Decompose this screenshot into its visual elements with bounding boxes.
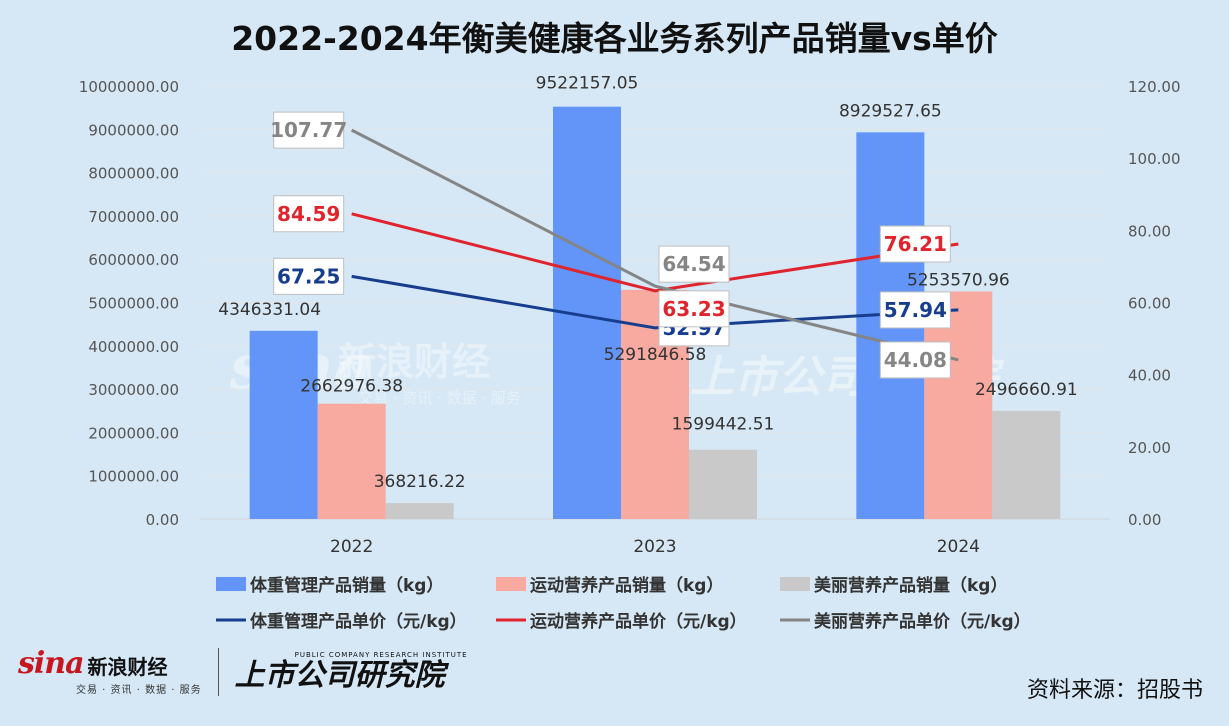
price-label-box [879, 341, 951, 379]
left-axis-tick-label: 8000000.00 [88, 165, 179, 183]
watermark-sina-cn: 新浪财经 [338, 340, 490, 384]
bar [924, 291, 993, 519]
price-label-box [273, 257, 345, 295]
bar [689, 449, 757, 519]
price-data-label: 76.21 [884, 232, 947, 256]
price-data-label: 44.08 [884, 348, 947, 372]
legend-bar-swatch [496, 577, 526, 591]
price-data-label: 84.59 [277, 202, 340, 226]
left-axis-tick-label: 0.00 [146, 511, 179, 529]
right-axis-tick-label: 80.00 [1128, 222, 1171, 240]
sina-wordmark: sina [18, 645, 85, 681]
chart-title: 2022-2024年衡美健康各业务系列产品销量vs单价 [231, 19, 998, 58]
x-axis-category-label: 2022 [330, 537, 373, 557]
bar [992, 410, 1061, 519]
left-axis-tick-label: 1000000.00 [88, 468, 179, 486]
price-data-label: 67.25 [277, 264, 340, 288]
price-data-label: 107.77 [270, 118, 347, 142]
price-label-box [273, 195, 345, 233]
right-axis-tick-label: 60.00 [1128, 295, 1171, 313]
left-axis-tick-label: 4000000.00 [88, 338, 179, 356]
source-note: 资料来源：招股书 [1026, 678, 1203, 703]
left-axis-tick-label: 5000000.00 [88, 295, 179, 313]
bar-data-label: 9522157.05 [536, 74, 639, 94]
price-line [351, 274, 959, 330]
legend-line-label: 运动营养产品单价（元/kg） [530, 611, 747, 632]
price-label-box [879, 225, 951, 263]
right-axis-tick-label: 40.00 [1128, 367, 1171, 385]
x-axis-category-label: 2023 [633, 537, 676, 557]
bar [385, 503, 454, 519]
right-axis-tick-label: 100.00 [1128, 150, 1181, 168]
price-data-label: 57.94 [884, 298, 947, 322]
legend-line-label: 美丽营养产品单价（元/kg） [814, 611, 1031, 632]
right-axis-tick-label: 20.00 [1128, 439, 1171, 457]
legend-bar-label: 美丽营养产品销量（kg） [814, 575, 1007, 596]
bar-data-label: 1599442.51 [672, 415, 775, 435]
sina-cn-name: 新浪财经 [87, 654, 168, 679]
legend-bar-label: 体重管理产品销量（kg） [250, 575, 443, 596]
legend-line-label: 体重管理产品单价（元/kg） [250, 611, 467, 632]
left-axis-tick-label: 6000000.00 [88, 251, 179, 269]
bar-data-label: 5253570.96 [907, 271, 1010, 291]
right-axis-tick-label: 0.00 [1128, 511, 1161, 529]
legend-bar-swatch [780, 577, 810, 591]
left-axis-tick-label: 9000000.00 [88, 121, 179, 139]
bar-data-label: 8929527.65 [839, 101, 942, 121]
institute-en-name: PUBLIC COMPANY RESEARCH INSTITUTE [294, 651, 468, 659]
right-axis-tick-label: 120.00 [1128, 78, 1181, 96]
footer-branding: sina 新浪财经 交易 · 资讯 · 数据 · 服务 PUBLIC COMPA… [18, 648, 468, 696]
price-label-box [658, 290, 730, 328]
price-data-label: 63.23 [662, 297, 725, 321]
watermark-tagline: 交易 · 资讯 · 数据 · 服务 [358, 389, 521, 407]
bar-data-label: 4346331.04 [218, 300, 321, 320]
left-axis-tick-label: 10000000.00 [79, 78, 179, 96]
bar-data-label: 2496660.91 [975, 380, 1078, 400]
left-axis-tick-label: 3000000.00 [88, 381, 179, 399]
x-axis-category-label: 2024 [937, 537, 980, 557]
left-axis-tick-label: 2000000.00 [88, 424, 179, 442]
price-line [351, 212, 959, 293]
legend-bar-swatch [216, 577, 246, 591]
institute-logo: PUBLIC COMPANY RESEARCH INSTITUTE 上市公司研究… [235, 651, 468, 693]
price-line [350, 128, 959, 362]
legend-bar-label: 运动营养产品销量（kg） [530, 575, 723, 596]
sina-logo: sina 新浪财经 交易 · 资讯 · 数据 · 服务 [18, 645, 202, 696]
sina-tagline: 交易 · 资讯 · 数据 · 服务 [76, 684, 202, 696]
left-axis-tick-label: 7000000.00 [88, 208, 179, 226]
brand-divider [217, 648, 219, 696]
bar-data-label: 5291846.58 [604, 345, 707, 365]
price-label-box [273, 111, 345, 149]
price-label-box [658, 245, 730, 283]
price-label-box [879, 291, 951, 329]
price-data-label: 64.54 [662, 252, 725, 276]
bar-data-label: 2662976.38 [300, 377, 403, 397]
bar [249, 330, 318, 519]
institute-cn-name: 上市公司研究院 [234, 658, 445, 693]
bar [317, 403, 386, 519]
bar-data-label: 368216.22 [374, 472, 466, 492]
